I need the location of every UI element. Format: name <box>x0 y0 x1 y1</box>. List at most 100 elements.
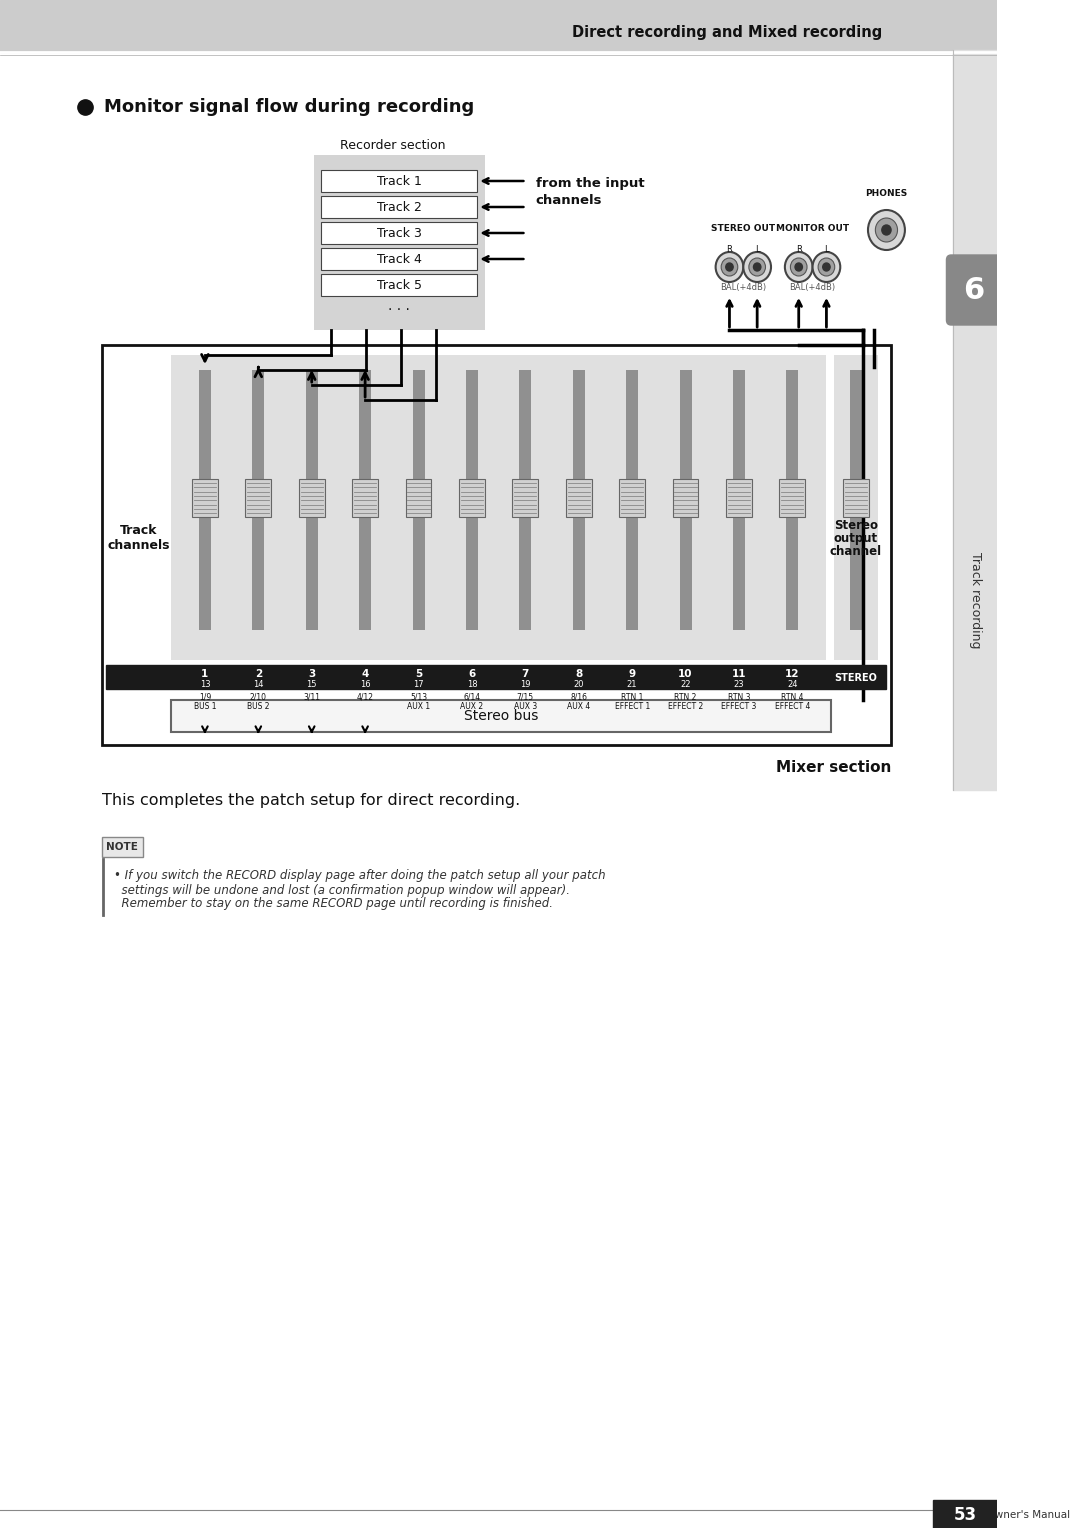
Circle shape <box>791 258 807 277</box>
Text: 21: 21 <box>626 680 637 689</box>
Bar <box>102 837 144 857</box>
Bar <box>299 480 325 516</box>
Text: Remember to stay on the same RECORD page until recording is finished.: Remember to stay on the same RECORD page… <box>114 897 553 909</box>
Text: R: R <box>796 244 801 254</box>
Circle shape <box>819 258 835 277</box>
Circle shape <box>743 252 771 283</box>
Bar <box>519 370 531 630</box>
Bar <box>733 370 745 630</box>
Bar <box>199 370 211 630</box>
Text: EFFECT 2: EFFECT 2 <box>667 701 703 711</box>
Text: Track recording: Track recording <box>969 552 982 648</box>
Bar <box>171 354 826 660</box>
Text: AUX 3: AUX 3 <box>514 701 537 711</box>
Bar <box>171 700 831 732</box>
Text: Track 4: Track 4 <box>377 252 422 266</box>
Text: BAL(+4dB): BAL(+4dB) <box>720 283 767 292</box>
Circle shape <box>812 252 840 283</box>
Circle shape <box>823 263 831 270</box>
Text: 12: 12 <box>785 669 799 678</box>
Text: This completes the patch setup for direct recording.: This completes the patch setup for direc… <box>102 793 519 807</box>
Text: AUX 1: AUX 1 <box>407 701 430 711</box>
Bar <box>673 480 699 516</box>
Bar <box>953 50 997 790</box>
Circle shape <box>785 252 812 283</box>
Text: 5/13: 5/13 <box>410 692 427 701</box>
Text: Track 5: Track 5 <box>377 278 422 292</box>
Text: 53: 53 <box>954 1507 976 1523</box>
Circle shape <box>748 258 766 277</box>
Text: 6: 6 <box>469 669 475 678</box>
Text: 18: 18 <box>467 680 477 689</box>
Text: 6: 6 <box>963 275 985 304</box>
Text: Direct recording and Mixed recording: Direct recording and Mixed recording <box>571 24 882 40</box>
Bar <box>726 480 752 516</box>
Text: 1: 1 <box>201 669 208 678</box>
Circle shape <box>726 263 733 270</box>
Bar <box>322 222 477 244</box>
Bar <box>843 480 869 516</box>
Text: from the input: from the input <box>536 177 644 189</box>
Circle shape <box>716 252 743 283</box>
Text: 22: 22 <box>680 680 691 689</box>
Text: MONITOR OUT: MONITOR OUT <box>777 225 849 232</box>
Text: channels: channels <box>107 538 170 552</box>
Bar <box>413 370 424 630</box>
Bar <box>566 480 592 516</box>
Text: Monitor signal flow during recording: Monitor signal flow during recording <box>105 98 474 116</box>
Text: EFFECT 3: EFFECT 3 <box>721 701 757 711</box>
Text: BAL(+4dB): BAL(+4dB) <box>789 283 836 292</box>
Text: RTN 4: RTN 4 <box>781 692 804 701</box>
Text: 2/10: 2/10 <box>249 692 267 701</box>
Text: BUS 2: BUS 2 <box>247 701 270 711</box>
Text: 13: 13 <box>200 680 211 689</box>
Text: PHONES: PHONES <box>865 189 907 199</box>
Text: Stereo bus: Stereo bus <box>463 709 538 723</box>
Text: EFFECT 1: EFFECT 1 <box>615 701 650 711</box>
Bar <box>314 154 485 330</box>
Text: • If you switch the RECORD display page after doing the patch setup all your pat: • If you switch the RECORD display page … <box>114 868 606 882</box>
Text: 24: 24 <box>787 680 798 689</box>
Text: STEREO: STEREO <box>835 672 877 683</box>
Text: RTN 1: RTN 1 <box>621 692 644 701</box>
Text: 14: 14 <box>253 680 264 689</box>
Bar <box>619 480 645 516</box>
Circle shape <box>876 219 897 241</box>
Text: L: L <box>755 244 759 254</box>
Text: Track 1: Track 1 <box>377 174 422 188</box>
Text: 7/15: 7/15 <box>516 692 534 701</box>
Text: BUS 1: BUS 1 <box>193 701 216 711</box>
Bar <box>850 370 862 630</box>
Bar <box>306 370 318 630</box>
Bar <box>360 370 372 630</box>
Text: 4/12: 4/12 <box>356 692 374 701</box>
Bar <box>780 480 806 516</box>
Bar <box>0 0 997 52</box>
Text: output: output <box>834 532 878 544</box>
Circle shape <box>868 209 905 251</box>
Text: · · ·: · · · <box>389 303 410 316</box>
Circle shape <box>721 258 738 277</box>
Bar <box>245 480 271 516</box>
Bar <box>192 480 218 516</box>
Bar <box>352 480 378 516</box>
Bar <box>253 370 265 630</box>
Circle shape <box>882 225 891 235</box>
Text: 23: 23 <box>733 680 744 689</box>
Text: 8/16: 8/16 <box>570 692 588 701</box>
Text: STEREO OUT: STEREO OUT <box>712 225 775 232</box>
Text: RTN 2: RTN 2 <box>674 692 697 701</box>
Text: channels: channels <box>536 194 602 206</box>
Circle shape <box>795 263 802 270</box>
Text: 5: 5 <box>415 669 422 678</box>
Bar <box>102 345 891 746</box>
Text: 1/9: 1/9 <box>199 692 211 701</box>
Text: settings will be undone and lost (a confirmation popup window will appear).: settings will be undone and lost (a conf… <box>114 883 570 897</box>
Text: Track: Track <box>120 524 158 536</box>
Text: 7: 7 <box>522 669 529 678</box>
Text: 3: 3 <box>308 669 315 678</box>
Text: 19: 19 <box>521 680 530 689</box>
Text: Track 3: Track 3 <box>377 226 422 240</box>
Bar <box>106 665 887 689</box>
Bar <box>465 370 478 630</box>
